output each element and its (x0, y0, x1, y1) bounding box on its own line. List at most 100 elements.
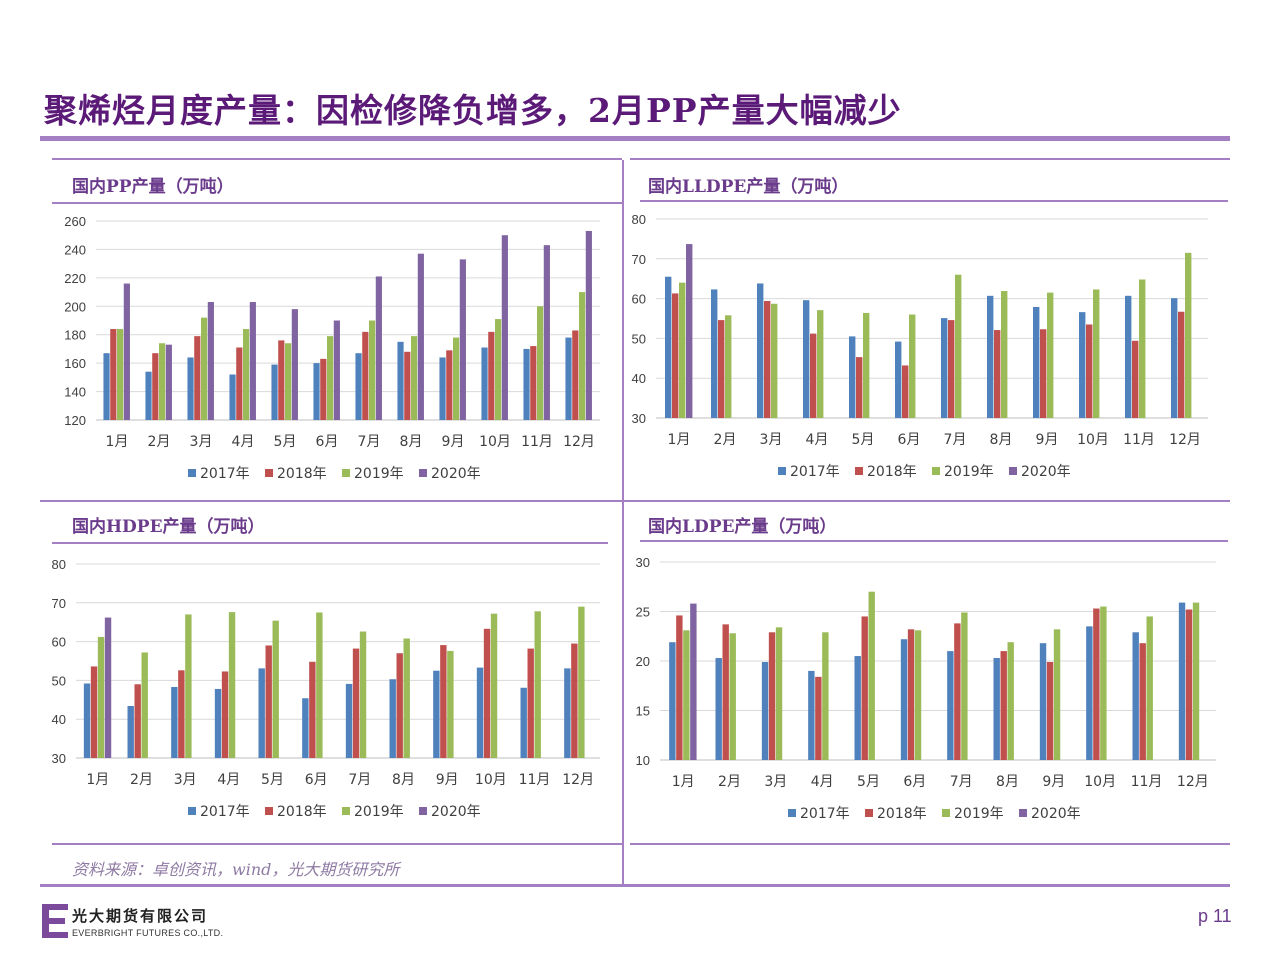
x-tick-label: 9月 (1042, 774, 1065, 790)
bar-2018年-6月 (907, 629, 915, 760)
pp-production-chart: 120 140 160 180 200 220 240 260 1月 2月 3月 4月 5月 6月 7月 8月… (64, 214, 600, 482)
bar-2017年-11月 (1132, 632, 1139, 760)
x-tick-label: 11月 (1131, 774, 1163, 790)
y-tick-label: 40 (632, 371, 646, 386)
title-underline (40, 136, 1230, 141)
x-tick-label: 7月 (950, 774, 973, 790)
bar-2020年-6月 (333, 320, 340, 420)
bar-2018年-7月 (948, 320, 955, 418)
bar-2019年-7月 (955, 274, 962, 418)
bar-2017年-10月 (1079, 312, 1086, 418)
bar-2018年-8月 (396, 653, 403, 758)
bar-2018年-8月 (994, 330, 1001, 418)
x-tick-label: 4月 (217, 772, 240, 788)
bar-2019年-3月 (201, 317, 208, 420)
bar-2018年-10月 (483, 628, 491, 758)
bar-2019年-3月 (775, 627, 783, 760)
legend-swatch (342, 807, 350, 815)
legend-swatch (778, 467, 786, 475)
x-tick-label: 10月 (475, 772, 507, 788)
bar-2018年-1月 (90, 666, 98, 758)
lldpe-production-chart: 30 40 50 60 70 80 1月 2月 3月 4月 5月 6月 7月 8月 9月 10月 11月 12月 2… (632, 212, 1208, 480)
legend-label: 2018年 (277, 466, 327, 482)
bar-2017年-12月 (1178, 602, 1186, 760)
bar-2018年-10月 (488, 331, 495, 420)
bar-2017年-4月 (214, 688, 222, 758)
bar-2018年-1月 (672, 293, 679, 418)
bar-2017年-10月 (1086, 626, 1093, 760)
divider (52, 202, 622, 204)
bar-2019年-3月 (771, 303, 778, 418)
bar-2018年-5月 (856, 357, 863, 418)
bar-2017年-9月 (433, 670, 440, 758)
legend-label: 2019年 (944, 464, 994, 480)
bar-2018年-3月 (194, 336, 201, 420)
bar-2017年-7月 (941, 318, 948, 418)
legend-swatch (419, 807, 427, 815)
x-tick-label: 10月 (1084, 774, 1116, 790)
legend-label: 2017年 (200, 804, 250, 820)
legend-swatch (265, 807, 273, 815)
bar-2019年-6月 (909, 314, 916, 418)
bar-2019年-9月 (1047, 292, 1054, 418)
bar-2020年-4月 (249, 302, 256, 420)
bar-2017年-3月 (171, 686, 178, 758)
bar-2018年-9月 (1046, 661, 1054, 760)
bar-2019年-2月 (729, 633, 736, 760)
divider (52, 158, 622, 160)
bar-2017年-1月 (103, 353, 110, 420)
bar-2019年-4月 (822, 632, 829, 760)
bar-2017年-10月 (476, 667, 484, 758)
bar-2019年-6月 (327, 336, 334, 420)
legend-label: 2018年 (277, 804, 327, 820)
y-tick-label: 70 (52, 596, 66, 611)
bar-2018年-4月 (236, 347, 243, 420)
bar-2017年-3月 (187, 357, 194, 420)
bar-2020年-5月 (291, 309, 298, 420)
legend-label: 2020年 (431, 804, 481, 820)
x-tick-label: 2月 (714, 432, 737, 448)
divider (52, 843, 622, 845)
y-tick-label: 180 (64, 328, 86, 343)
x-tick-label: 9月 (442, 434, 465, 450)
y-tick-label: 80 (52, 557, 66, 572)
y-tick-label: 70 (632, 252, 646, 267)
x-tick-label: 8月 (400, 434, 423, 450)
x-tick-label: 1月 (86, 772, 109, 788)
legend-swatch (342, 469, 350, 477)
bar-2019年-2月 (159, 343, 166, 420)
legend-swatch (855, 467, 863, 475)
bar-2017年-12月 (565, 337, 572, 420)
legend-swatch (942, 809, 950, 817)
bar-2019年-4月 (228, 612, 236, 758)
bar-2017年-2月 (711, 289, 718, 418)
bar-2019年-12月 (578, 606, 585, 758)
bar-2020年-9月 (459, 259, 466, 420)
bar-2019年-10月 (1100, 606, 1107, 760)
legend-swatch (265, 469, 273, 477)
bar-2017年-1月 (665, 276, 672, 418)
y-tick-label: 30 (52, 751, 66, 766)
y-tick-label: 25 (636, 605, 650, 620)
x-tick-label: 12月 (563, 434, 595, 450)
bar-2019年-11月 (1139, 279, 1146, 418)
bar-2020年-1月 (123, 283, 130, 420)
bar-2020年-1月 (690, 603, 697, 760)
bar-2018年-12月 (572, 330, 579, 420)
bar-2017年-5月 (849, 336, 856, 418)
bar-2017年-6月 (302, 698, 309, 758)
x-tick-label: 7月 (348, 772, 371, 788)
bar-2020年-1月 (104, 617, 112, 758)
legend-label: 2019年 (954, 806, 1004, 822)
legend-swatch (188, 807, 196, 815)
bar-2019年-8月 (411, 336, 418, 420)
bar-2017年-2月 (127, 706, 134, 758)
company-name-cn: 光大期货有限公司 (72, 907, 209, 925)
bar-2020年-11月 (543, 245, 550, 420)
bar-2017年-8月 (397, 341, 404, 420)
y-tick-label: 80 (632, 212, 646, 227)
y-tick-label: 15 (636, 704, 650, 719)
bar-2017年-9月 (439, 357, 446, 420)
bar-2017年-1月 (669, 642, 676, 760)
y-tick-label: 120 (64, 413, 86, 428)
